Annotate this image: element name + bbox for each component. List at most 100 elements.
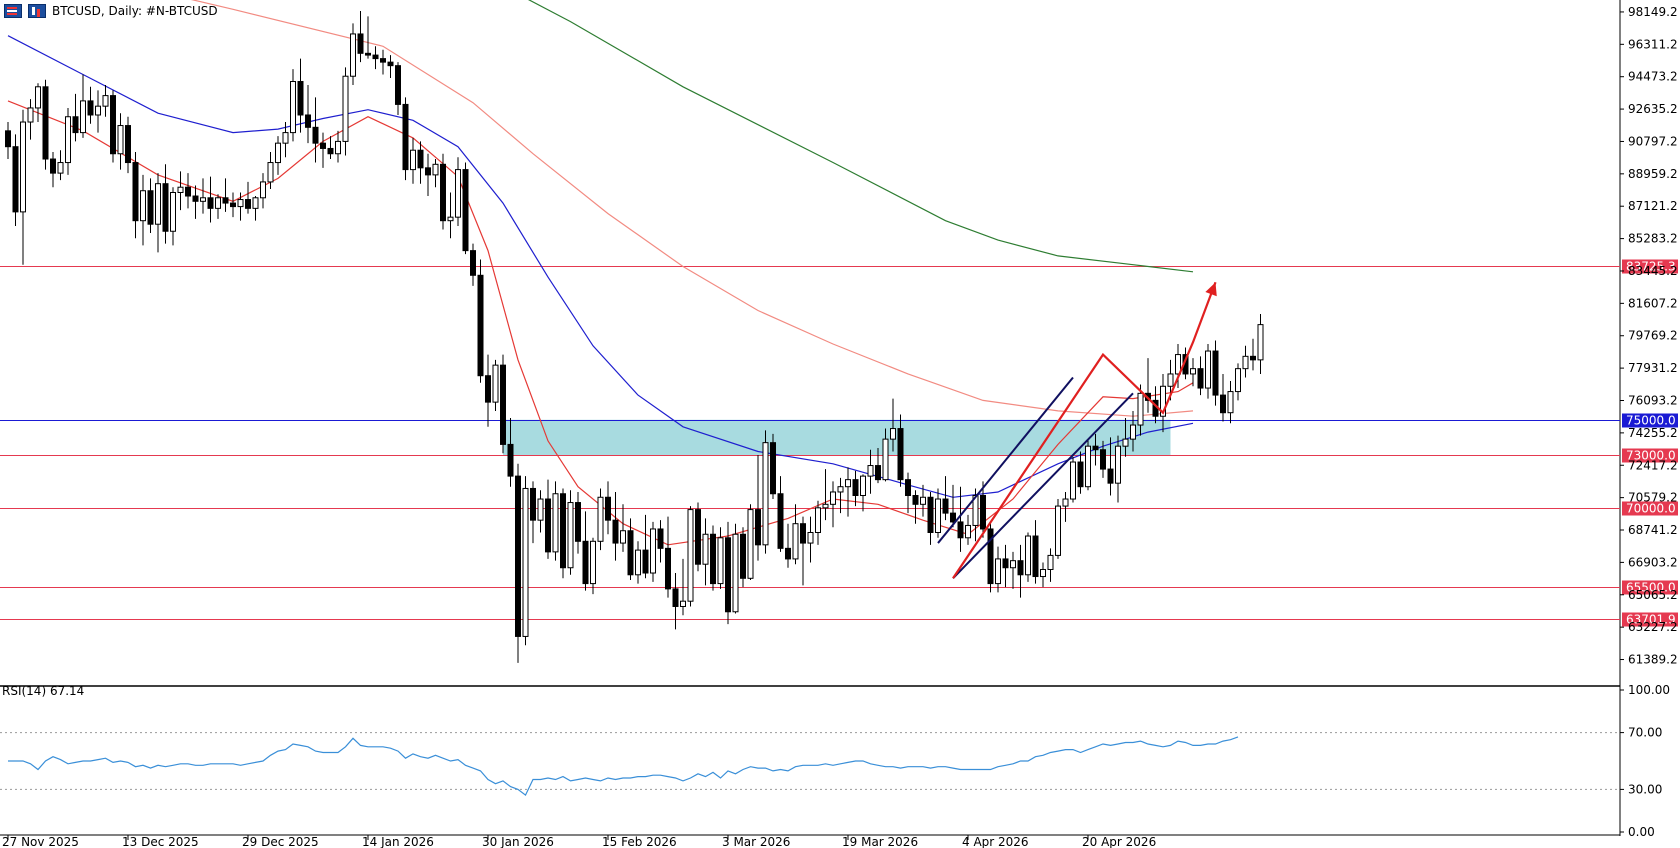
candle-body — [1167, 373, 1174, 387]
level-tag-label-1: 75000.0 — [1626, 414, 1676, 428]
candle-body — [132, 162, 139, 222]
candle-body — [170, 191, 176, 232]
candle-body — [665, 547, 671, 590]
level-tag-label-2: 73000.0 — [1626, 449, 1676, 463]
candle-body — [80, 100, 86, 134]
level-tag-4 — [1622, 580, 1678, 595]
candle-body — [837, 486, 844, 493]
candle-body — [867, 465, 874, 477]
candle-body — [1257, 324, 1264, 361]
candle-body — [192, 195, 199, 202]
candle-body — [995, 558, 1001, 585]
candle-body — [102, 95, 109, 107]
candle-body — [657, 528, 664, 549]
candle-body — [1032, 535, 1039, 578]
candle-body — [807, 531, 814, 544]
candle-body — [200, 197, 206, 202]
candle-body — [1197, 368, 1204, 389]
candle-body — [342, 75, 349, 142]
candle-body — [635, 549, 641, 576]
candle-body — [380, 58, 386, 63]
candle-body — [912, 495, 919, 505]
candle-body — [117, 125, 124, 155]
candle-body — [20, 121, 26, 213]
candle-body — [897, 428, 904, 481]
candle-body — [492, 364, 499, 403]
channel-lower-line — [952, 392, 1134, 579]
candle-body — [1235, 368, 1241, 393]
candle-body — [57, 162, 64, 174]
candle-body — [800, 523, 806, 544]
candle-body — [125, 125, 131, 164]
candle-body — [1205, 350, 1211, 389]
candle-body — [1040, 568, 1046, 578]
candle-body — [882, 438, 889, 481]
candle-body — [222, 197, 229, 204]
candle-body — [1190, 368, 1196, 375]
chart-icon[interactable] — [28, 4, 46, 18]
candle-body — [695, 509, 701, 565]
candle-body — [402, 103, 409, 171]
candle-body — [470, 250, 476, 276]
date-tick-label: 29 Dec 2025 — [242, 835, 319, 848]
candle-body — [500, 364, 506, 445]
candle-body — [597, 496, 604, 542]
candle-body — [372, 54, 379, 60]
candle-body — [477, 274, 484, 377]
candle-body — [282, 132, 289, 144]
price-tick-label: 98149.2 — [1628, 5, 1678, 19]
moving-averages — [7, 0, 1194, 546]
candle-body — [860, 475, 866, 497]
date-tick-label: 30 Jan 2026 — [482, 835, 554, 848]
candle-body — [425, 167, 431, 176]
candle-body — [245, 199, 251, 209]
candle-body — [537, 498, 544, 521]
candle-body — [522, 487, 529, 637]
candle-body — [950, 512, 956, 523]
price-tick-label: 76093.2 — [1628, 393, 1678, 407]
candle-body — [12, 146, 19, 213]
level-tag-2 — [1622, 448, 1678, 463]
candle-body — [1070, 461, 1076, 500]
candle-body — [852, 479, 859, 497]
candle-body — [147, 190, 154, 225]
price-tick-label: 63227.2 — [1628, 620, 1678, 634]
candle-body — [365, 52, 371, 56]
price-tick-label: 94473.2 — [1628, 70, 1678, 84]
candle-body — [732, 533, 739, 613]
candle-body — [792, 523, 799, 560]
ema-long-line — [527, 0, 1194, 273]
candle-body — [72, 116, 79, 134]
candle-body — [1175, 354, 1181, 375]
candle-body — [740, 533, 746, 579]
candle-body — [642, 549, 649, 574]
candle-body — [447, 216, 454, 222]
trend-drawings[interactable] — [937, 281, 1217, 579]
candle-body — [815, 507, 821, 533]
candle-body — [462, 169, 469, 252]
flag-icon[interactable] — [4, 4, 22, 18]
price-tick-label: 74255.2 — [1628, 426, 1678, 440]
candle-body — [1062, 498, 1069, 507]
candle-body — [822, 503, 829, 509]
candle-body — [155, 183, 161, 225]
candle-body — [1100, 449, 1106, 470]
channel-upper-line — [937, 376, 1074, 544]
date-tick-label: 13 Dec 2025 — [122, 835, 199, 848]
candle-body — [1025, 535, 1031, 576]
candle-body — [957, 521, 964, 539]
candle-body — [612, 519, 619, 544]
price-tick-label: 81607.2 — [1628, 296, 1678, 310]
candle-body — [110, 95, 116, 155]
candle-body — [440, 163, 446, 222]
price-tick-label: 96311.2 — [1628, 37, 1678, 51]
candle-body — [620, 530, 626, 544]
price-tick-label: 72417.2 — [1628, 458, 1678, 472]
candle-body — [1002, 558, 1009, 569]
candle-body — [432, 163, 439, 176]
candle-body — [965, 524, 971, 539]
candle-body — [980, 495, 986, 530]
candle-body — [312, 126, 319, 144]
candle-body — [1107, 468, 1114, 484]
